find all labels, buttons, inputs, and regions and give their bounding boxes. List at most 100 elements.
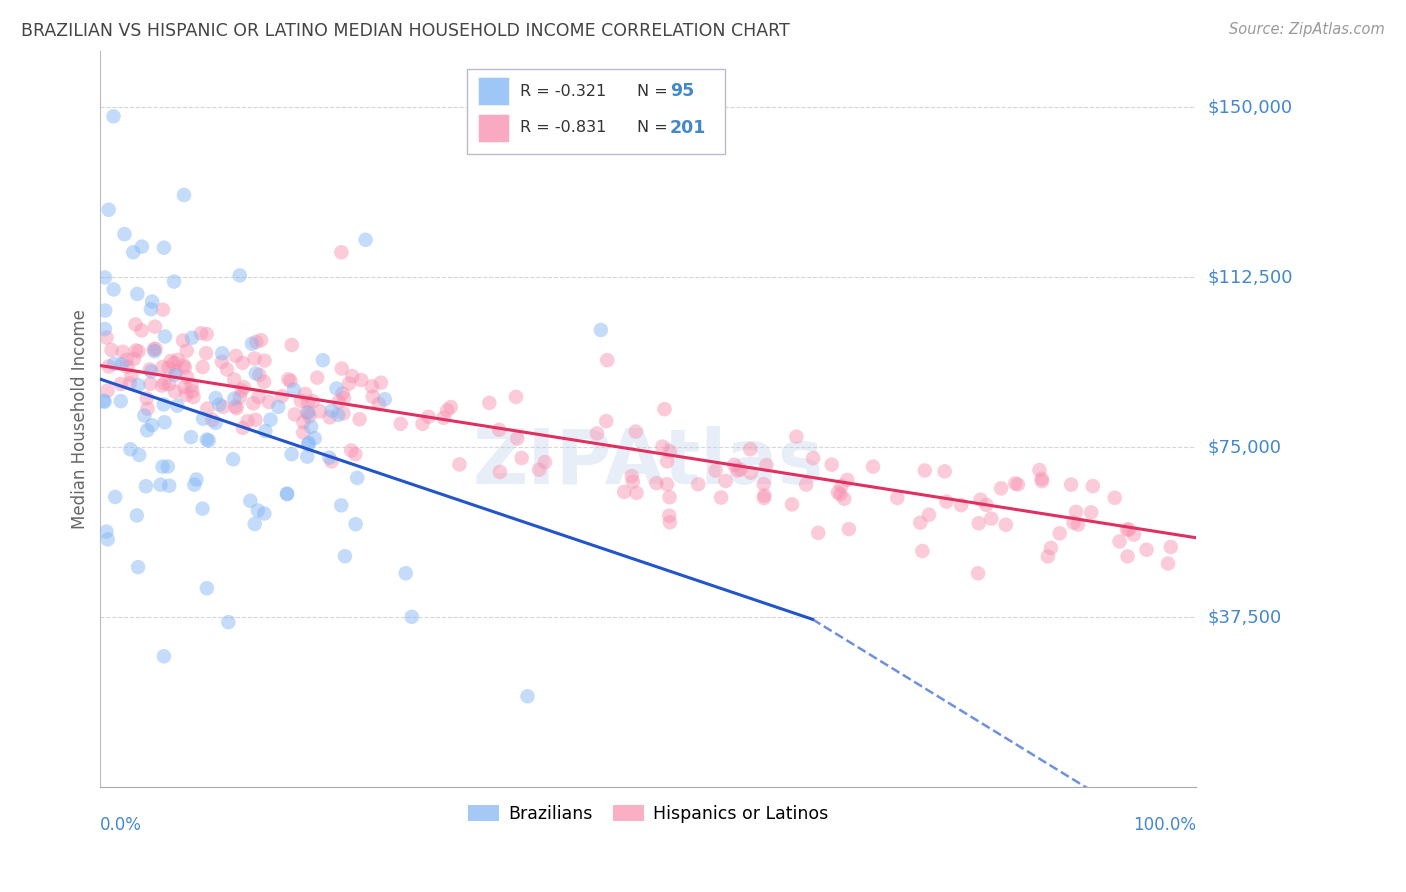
Point <box>586 426 609 441</box>
Point <box>342 369 364 384</box>
Point <box>247 390 270 404</box>
Point <box>127 287 149 301</box>
Point <box>374 392 396 407</box>
Point <box>131 239 153 253</box>
Point <box>295 405 318 419</box>
Point <box>506 432 529 446</box>
Point <box>534 455 557 469</box>
Legend: Brazilians, Hispanics or Latinos: Brazilians, Hispanics or Latinos <box>461 797 835 830</box>
Point <box>183 390 205 404</box>
Point <box>120 368 142 383</box>
Point <box>704 464 727 478</box>
Point <box>195 581 218 595</box>
Point <box>114 227 136 242</box>
Point <box>321 403 343 417</box>
Point <box>918 508 941 522</box>
FancyBboxPatch shape <box>478 114 509 142</box>
Point <box>128 344 150 359</box>
Point <box>294 387 316 401</box>
Point <box>714 474 737 488</box>
Text: N =: N = <box>637 84 673 99</box>
Point <box>1049 526 1071 541</box>
Point <box>333 549 356 564</box>
Point <box>344 517 367 532</box>
Point <box>801 451 824 466</box>
Point <box>688 477 710 491</box>
Point <box>135 392 157 406</box>
Point <box>389 417 412 431</box>
Point <box>658 444 681 458</box>
Point <box>124 318 146 332</box>
Text: Source: ZipAtlas.com: Source: ZipAtlas.com <box>1229 22 1385 37</box>
Y-axis label: Median Household Income: Median Household Income <box>72 309 89 529</box>
Point <box>967 516 990 531</box>
Point <box>153 376 176 391</box>
Point <box>1004 476 1026 491</box>
Point <box>312 353 335 368</box>
Point <box>527 463 550 477</box>
Point <box>122 351 145 366</box>
Point <box>195 346 218 360</box>
Point <box>620 469 643 483</box>
Point <box>118 376 141 391</box>
Point <box>807 525 830 540</box>
Point <box>163 368 186 382</box>
Point <box>280 374 302 388</box>
Point <box>229 390 252 404</box>
Point <box>153 241 176 255</box>
Point <box>142 343 165 357</box>
Point <box>298 409 321 424</box>
Point <box>165 365 187 379</box>
Point <box>139 302 162 317</box>
Point <box>131 323 153 337</box>
Point <box>239 493 262 508</box>
Point <box>886 491 908 505</box>
Point <box>141 294 163 309</box>
Point <box>1135 542 1157 557</box>
Point <box>173 188 195 202</box>
Point <box>173 380 195 394</box>
Point <box>1118 523 1140 537</box>
Text: $37,500: $37,500 <box>1208 608 1281 626</box>
Point <box>276 487 298 501</box>
Point <box>624 425 647 439</box>
Point <box>1031 474 1053 488</box>
Point <box>232 356 254 370</box>
Point <box>111 357 134 371</box>
Point <box>595 414 617 428</box>
Point <box>100 343 122 357</box>
Point <box>794 477 817 491</box>
Point <box>180 430 202 444</box>
Point <box>183 477 205 491</box>
Point <box>332 406 354 420</box>
Point <box>830 479 852 493</box>
Point <box>621 475 644 489</box>
Point <box>181 384 204 399</box>
Point <box>93 394 115 409</box>
Point <box>478 396 501 410</box>
Point <box>103 357 125 371</box>
Point <box>208 398 231 412</box>
Point <box>1062 516 1084 530</box>
Point <box>94 322 117 336</box>
Point <box>122 245 145 260</box>
Text: R = -0.831: R = -0.831 <box>520 120 606 136</box>
Point <box>935 494 957 508</box>
Point <box>212 400 235 414</box>
Text: R = -0.321: R = -0.321 <box>520 84 606 99</box>
Point <box>136 423 159 437</box>
Point <box>510 450 533 465</box>
Point <box>166 399 188 413</box>
Point <box>754 488 776 502</box>
Point <box>658 490 681 504</box>
Point <box>740 466 762 480</box>
Point <box>163 356 186 370</box>
Point <box>174 388 197 402</box>
Point <box>821 458 844 472</box>
Point <box>232 421 254 435</box>
Point <box>143 344 166 359</box>
Point <box>94 270 117 285</box>
Point <box>152 459 174 474</box>
Point <box>1122 527 1144 541</box>
Point <box>354 233 377 247</box>
